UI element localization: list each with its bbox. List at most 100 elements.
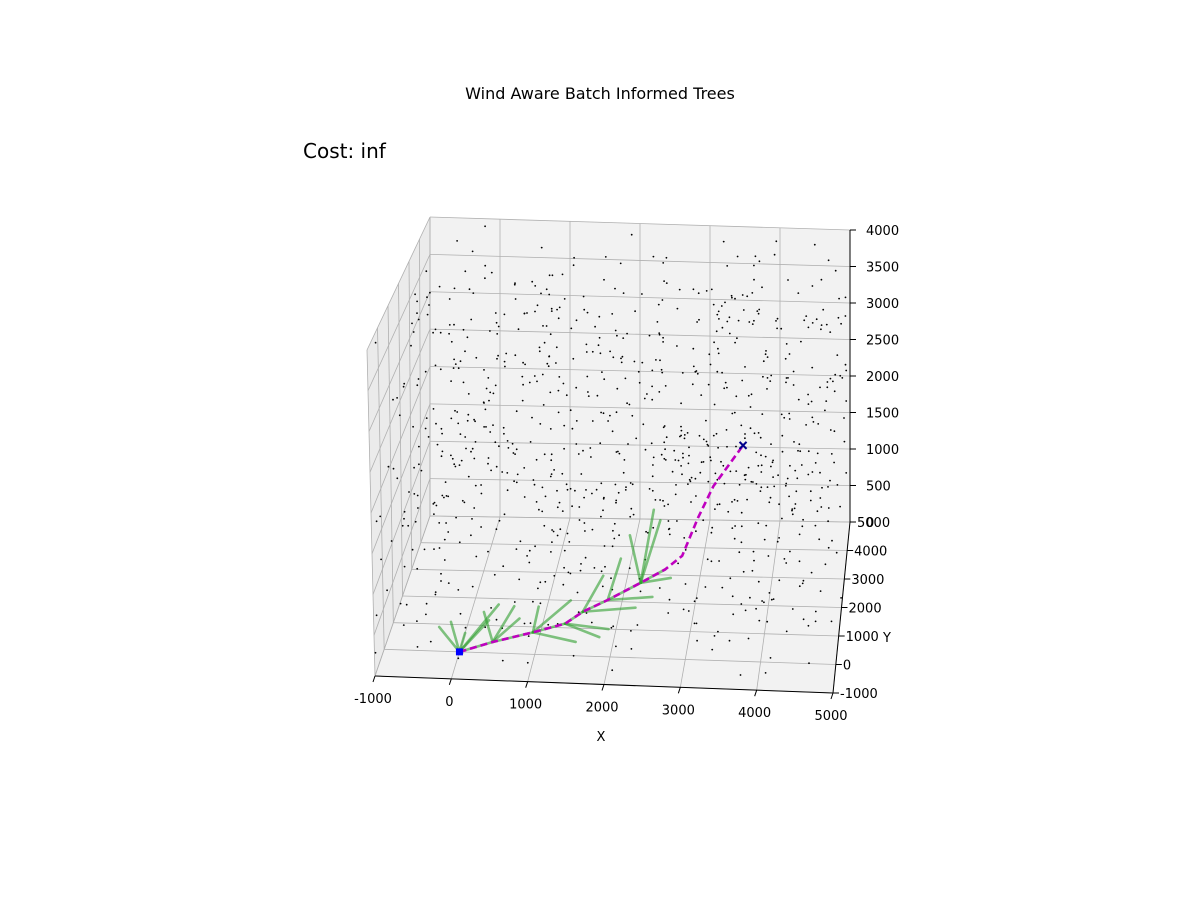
sample-point [713, 635, 716, 637]
x-tick-label: 0 [445, 695, 453, 710]
sample-point [435, 422, 437, 425]
sample-point [729, 577, 732, 580]
sample-point [416, 646, 419, 648]
sample-point [428, 304, 430, 306]
y-tick-label: 4000 [854, 545, 887, 560]
tree-edge [581, 574, 605, 614]
sample-point [470, 318, 473, 321]
sample-point [791, 608, 794, 610]
sample-point [492, 392, 495, 395]
sample-point [652, 255, 655, 258]
sample-point [845, 369, 848, 372]
sample-point [425, 417, 428, 419]
sample-point [747, 466, 750, 469]
sample-point [550, 551, 552, 553]
sample-point [585, 343, 588, 346]
sample-point [550, 459, 553, 462]
x-tick-mark [601, 684, 605, 691]
sample-point [736, 255, 739, 258]
sample-point [467, 393, 470, 395]
tree-edge [449, 620, 461, 654]
sample-point [788, 495, 790, 498]
sample-point [594, 325, 596, 328]
sample-point [497, 354, 499, 357]
sample-point [720, 460, 722, 463]
sample-point [429, 291, 431, 294]
sample-point [459, 360, 462, 363]
sample-point [617, 491, 620, 494]
sample-point [714, 508, 716, 510]
sample-point [710, 459, 712, 462]
sample-point [843, 440, 846, 443]
sample-point [480, 492, 483, 495]
sample-point [555, 362, 557, 364]
sample-point [834, 269, 837, 272]
sample-point [474, 420, 476, 423]
sample-point [658, 391, 661, 393]
chart-title: Wind Aware Batch Informed Trees [465, 84, 735, 103]
sample-point [798, 585, 801, 588]
sample-point [746, 295, 749, 298]
sample-point [484, 225, 486, 228]
sample-point [689, 480, 692, 483]
sample-point [717, 347, 719, 350]
sample-point [396, 477, 399, 480]
sample-point [441, 494, 444, 497]
sample-point [792, 384, 795, 386]
sample-point [584, 556, 587, 559]
sample-point [533, 483, 536, 486]
sample-point [840, 597, 842, 599]
z-tick-label: 1500 [866, 407, 899, 422]
sample-point [751, 292, 754, 294]
sample-point [563, 447, 565, 450]
sample-point [624, 377, 627, 380]
y-axis-label: Y [882, 631, 891, 646]
sample-point [684, 583, 687, 585]
sample-point [755, 451, 758, 454]
sample-point [840, 322, 842, 325]
sample-point [417, 318, 420, 321]
sample-point [780, 327, 783, 330]
sample-point [710, 288, 713, 291]
sample-point [683, 434, 686, 436]
sample-point [502, 565, 505, 568]
sample-point [627, 443, 629, 445]
sample-point [416, 567, 419, 570]
sample-point [501, 659, 504, 662]
sample-point [753, 319, 755, 322]
sample-point [604, 565, 606, 568]
sample-point [798, 533, 801, 536]
sample-point [417, 507, 419, 509]
sample-point [562, 583, 565, 586]
sample-point [750, 480, 753, 483]
sample-point [772, 459, 774, 462]
sample-point [462, 381, 465, 384]
sample-point [561, 510, 564, 512]
sample-point [733, 537, 736, 540]
sample-point [412, 331, 415, 333]
sample-point [702, 438, 705, 441]
sample-point [460, 459, 463, 462]
sample-point [408, 491, 410, 493]
sample-point [641, 293, 643, 295]
sample-point [533, 375, 536, 377]
sample-point [836, 484, 839, 486]
x-tick-mark [754, 690, 758, 697]
sample-point [507, 447, 510, 449]
sample-point [781, 434, 784, 437]
x-tick-label: -1000 [354, 692, 392, 707]
sample-point [590, 621, 593, 624]
sample-point [484, 626, 487, 629]
grid-line-z-back [429, 253, 851, 267]
sample-point [838, 297, 840, 300]
sample-point [374, 341, 377, 344]
sample-point [650, 442, 653, 445]
sample-point [534, 545, 536, 548]
sample-point [651, 369, 654, 372]
sample-point [783, 558, 786, 560]
sample-point [603, 278, 605, 281]
sample-point [688, 454, 690, 457]
sample-point [591, 528, 594, 531]
sample-point [488, 399, 490, 402]
